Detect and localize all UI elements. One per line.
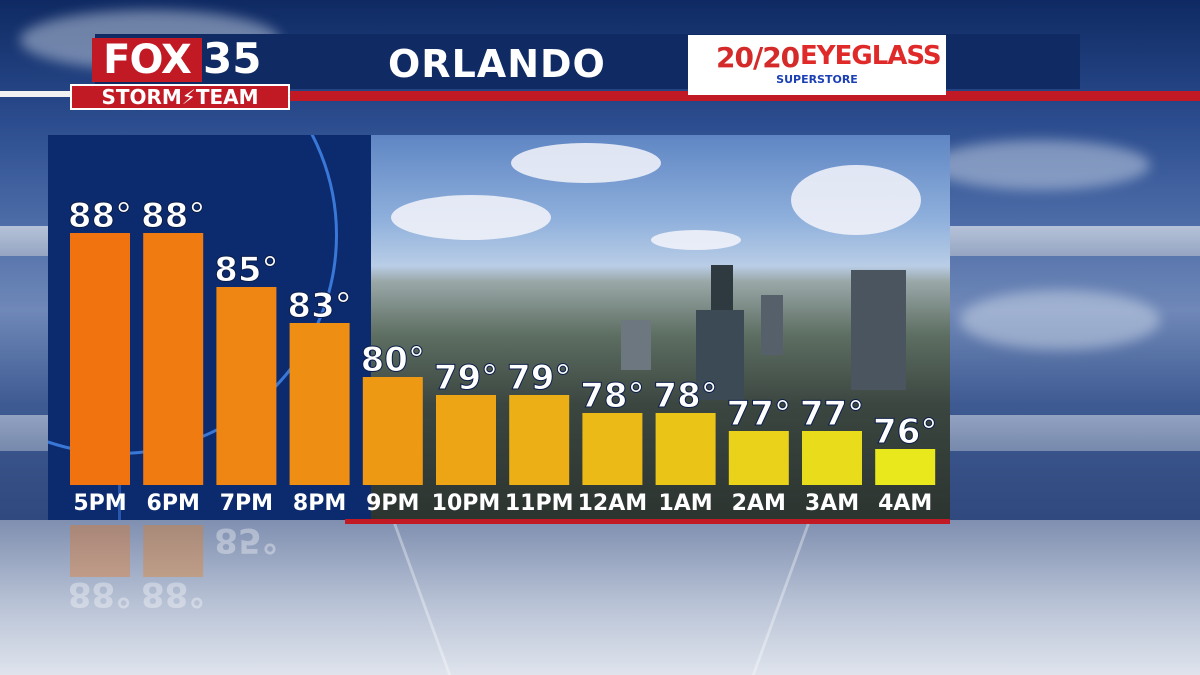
temperature-value-label: 88° — [141, 574, 205, 614]
temperature-value-label: 85° — [214, 525, 278, 560]
sponsor-tagline: SUPERSTORE — [776, 73, 858, 86]
temperature-bar — [875, 449, 936, 485]
chart-reflection: 88°5PM88°6PM85°7PM83°8PM80°9PM79°10PM79°… — [48, 525, 950, 675]
temperature-bar — [216, 287, 277, 485]
station-logo-fox: FOX — [92, 38, 202, 82]
chart-underline — [345, 519, 950, 524]
station-logo-number: 35 — [203, 34, 262, 83]
photo-building — [761, 295, 783, 355]
temperature-bar-chart: 88° 5PM 88° 6PM 85° 7PM 83° 8PM 80° 9PM 79° 10PM 79°… — [67, 196, 938, 517]
photo-cloud — [791, 165, 921, 235]
hour-label: 10PM — [432, 491, 501, 516]
temperature-value-label: 79° — [507, 358, 571, 398]
temperature-value-label: 85° — [214, 250, 278, 290]
city-title: ORLANDO — [388, 42, 606, 86]
temperature-bar — [362, 377, 423, 485]
temperature-bar — [728, 431, 789, 485]
hour-label: 2AM — [732, 491, 786, 516]
hour-label: 11PM — [505, 491, 574, 516]
hour-label: 4AM — [878, 491, 932, 516]
background-cloud — [960, 290, 1160, 350]
photo-building — [851, 270, 906, 390]
temperature-value-label: 88° — [141, 196, 205, 236]
temperature-bar — [143, 525, 204, 577]
hour-label: 5PM — [73, 491, 126, 516]
sponsor-number: 20/20 — [716, 41, 800, 74]
temperature-bar — [70, 233, 130, 485]
reflected-chart: 88°5PM88°6PM85°7PM83°8PM80°9PM79°10PM79°… — [68, 525, 279, 614]
hour-label: 6PM — [147, 491, 200, 516]
sponsor-name: EYEGLASS — [800, 41, 942, 71]
temperature-value-label: 88° — [68, 574, 132, 614]
temperature-value-label: 77° — [800, 394, 864, 434]
temperature-value-label: 80° — [361, 340, 425, 380]
photo-cloud — [651, 230, 741, 250]
temperature-bar — [436, 395, 496, 485]
temperature-value-label: 83° — [287, 286, 351, 326]
hour-label: 3AM — [805, 491, 859, 516]
temperature-value-label: 76° — [873, 412, 937, 452]
hour-label: 7PM — [220, 491, 273, 516]
temperature-value-label: 88° — [68, 196, 132, 236]
header-red-stripe — [290, 91, 1200, 101]
temperature-bar — [289, 323, 350, 485]
hour-label: 8PM — [293, 491, 346, 516]
temperature-value-label: 77° — [727, 394, 791, 434]
temperature-bar — [582, 413, 643, 485]
temperature-value-label: 78° — [580, 376, 644, 416]
photo-building — [696, 310, 744, 400]
background-cloud — [930, 140, 1150, 190]
sponsor-logo: 20/20 EYEGLASS SUPERSTORE — [688, 35, 946, 95]
photo-cloud — [511, 143, 661, 183]
hour-label: 1AM — [658, 491, 712, 516]
temperature-value-label: 78° — [653, 376, 717, 416]
temperature-value-label: 79° — [434, 358, 498, 398]
storm-team-logo: STORM⚡TEAM — [70, 84, 290, 110]
studio-floor — [0, 520, 1200, 675]
hour-label: 9PM — [366, 491, 419, 516]
temperature-bar — [143, 233, 204, 485]
temperature-bar — [655, 413, 716, 485]
photo-building — [621, 320, 651, 370]
header-accent-line — [0, 91, 72, 97]
temperature-bar — [70, 525, 130, 577]
temperature-bar — [509, 395, 570, 485]
photo-cloud — [391, 195, 551, 240]
temperature-bar — [802, 431, 862, 485]
hour-label: 12AM — [578, 491, 648, 516]
